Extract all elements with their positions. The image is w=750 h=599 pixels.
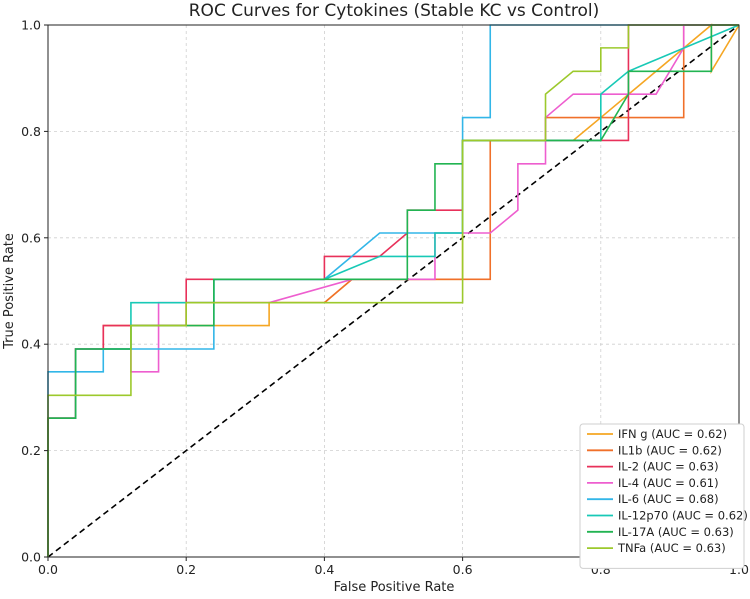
chart-title: ROC Curves for Cytokines (Stable KC vs C… bbox=[189, 1, 600, 21]
legend-label: IL-6 (AUC = 0.68) bbox=[618, 492, 719, 506]
legend-box bbox=[579, 423, 745, 569]
x-tick-label: 0.4 bbox=[314, 562, 334, 577]
legend-label: IL-17A (AUC = 0.63) bbox=[618, 525, 734, 539]
series-lines bbox=[47, 23, 740, 557]
y-tick-label: 0.0 bbox=[21, 550, 41, 565]
x-tick-label: 0.6 bbox=[453, 562, 473, 577]
legend: IFN g (AUC = 0.62) IL1b (AUC = 0.62) IL-2 … bbox=[579, 423, 748, 569]
roc-curve-series-6 bbox=[47, 24, 739, 557]
plot-frame bbox=[47, 24, 740, 558]
x-tick-label: 0.0 bbox=[38, 562, 58, 577]
y-tick-label: 0.4 bbox=[21, 337, 41, 352]
legend-label: IL-12p70 (AUC = 0.62) bbox=[618, 509, 748, 523]
chance-diagonal-line bbox=[47, 24, 740, 558]
y-tick-label: 0.8 bbox=[21, 124, 41, 139]
legend-label: IL1b (AUC = 0.62) bbox=[618, 443, 722, 457]
legend-label: IFN g (AUC = 0.62) bbox=[618, 427, 727, 441]
y-tick-label: 1.0 bbox=[21, 18, 41, 33]
y-tick-label: 0.6 bbox=[21, 230, 41, 245]
y-axis-label: True Positive Rate bbox=[2, 233, 17, 350]
x-tick-label: 0.2 bbox=[176, 562, 196, 577]
roc-curve-series-7 bbox=[47, 24, 739, 557]
legend-label: IL-4 (AUC = 0.61) bbox=[618, 476, 719, 490]
legend-label: IL-2 (AUC = 0.63) bbox=[618, 460, 719, 474]
diagonal-reference bbox=[47, 24, 740, 558]
y-tick-label: 0.2 bbox=[21, 443, 41, 458]
x-axis-label: False Positive Rate bbox=[334, 580, 455, 595]
legend-label: TNFa (AUC = 0.63) bbox=[617, 541, 726, 555]
